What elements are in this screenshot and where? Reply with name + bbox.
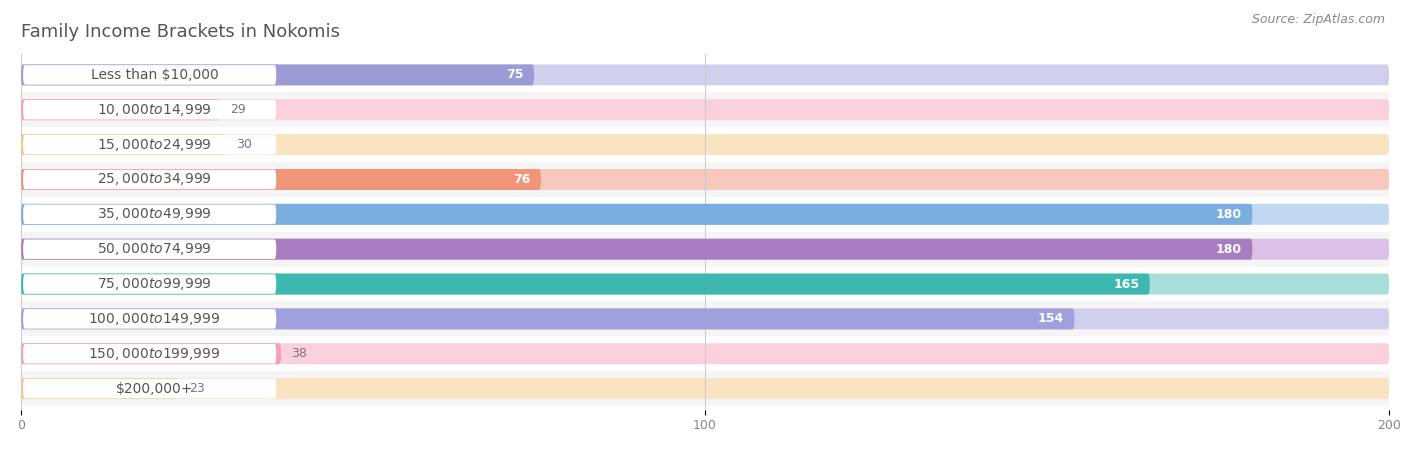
Bar xyxy=(21,302,1389,336)
Bar xyxy=(21,232,1389,266)
Text: 29: 29 xyxy=(229,103,246,116)
FancyBboxPatch shape xyxy=(21,378,179,399)
FancyBboxPatch shape xyxy=(22,205,276,224)
FancyBboxPatch shape xyxy=(21,99,219,120)
FancyBboxPatch shape xyxy=(21,134,226,155)
FancyBboxPatch shape xyxy=(21,308,1389,329)
Text: 180: 180 xyxy=(1216,208,1241,221)
FancyBboxPatch shape xyxy=(21,99,1389,120)
Text: 75: 75 xyxy=(506,68,524,81)
FancyBboxPatch shape xyxy=(22,274,276,294)
FancyBboxPatch shape xyxy=(21,238,1253,260)
Text: $10,000 to $14,999: $10,000 to $14,999 xyxy=(97,102,212,118)
Text: Source: ZipAtlas.com: Source: ZipAtlas.com xyxy=(1251,14,1385,27)
Bar xyxy=(21,197,1389,232)
Bar xyxy=(21,266,1389,302)
Text: 23: 23 xyxy=(188,382,204,395)
Text: 30: 30 xyxy=(236,138,253,151)
FancyBboxPatch shape xyxy=(21,378,1389,399)
Bar xyxy=(21,92,1389,127)
FancyBboxPatch shape xyxy=(21,134,1389,155)
FancyBboxPatch shape xyxy=(21,274,1389,294)
Text: 180: 180 xyxy=(1216,243,1241,256)
Text: 165: 165 xyxy=(1114,278,1139,291)
FancyBboxPatch shape xyxy=(21,274,1150,294)
Bar xyxy=(21,58,1389,92)
FancyBboxPatch shape xyxy=(21,169,1389,190)
Bar xyxy=(21,162,1389,197)
Text: $25,000 to $34,999: $25,000 to $34,999 xyxy=(97,171,212,188)
FancyBboxPatch shape xyxy=(22,65,276,85)
FancyBboxPatch shape xyxy=(21,238,1389,260)
FancyBboxPatch shape xyxy=(22,379,276,398)
FancyBboxPatch shape xyxy=(21,308,1074,329)
Bar xyxy=(21,371,1389,406)
Text: $15,000 to $24,999: $15,000 to $24,999 xyxy=(97,137,212,153)
FancyBboxPatch shape xyxy=(21,169,541,190)
Text: $35,000 to $49,999: $35,000 to $49,999 xyxy=(97,206,212,222)
FancyBboxPatch shape xyxy=(21,343,281,364)
Bar xyxy=(21,336,1389,371)
FancyBboxPatch shape xyxy=(22,309,276,328)
FancyBboxPatch shape xyxy=(21,64,534,86)
FancyBboxPatch shape xyxy=(21,204,1253,225)
FancyBboxPatch shape xyxy=(22,170,276,189)
Text: $200,000+: $200,000+ xyxy=(115,382,193,396)
Text: Family Income Brackets in Nokomis: Family Income Brackets in Nokomis xyxy=(21,23,340,41)
FancyBboxPatch shape xyxy=(22,344,276,364)
FancyBboxPatch shape xyxy=(21,204,1389,225)
FancyBboxPatch shape xyxy=(21,64,1389,86)
FancyBboxPatch shape xyxy=(22,239,276,259)
Text: 154: 154 xyxy=(1038,312,1064,325)
FancyBboxPatch shape xyxy=(21,343,1389,364)
Text: 76: 76 xyxy=(513,173,530,186)
Text: $75,000 to $99,999: $75,000 to $99,999 xyxy=(97,276,212,292)
Bar xyxy=(21,127,1389,162)
FancyBboxPatch shape xyxy=(22,135,276,154)
Text: 38: 38 xyxy=(291,347,307,360)
Text: $150,000 to $199,999: $150,000 to $199,999 xyxy=(89,346,221,362)
Text: $50,000 to $74,999: $50,000 to $74,999 xyxy=(97,241,212,257)
Text: Less than $10,000: Less than $10,000 xyxy=(90,68,218,82)
FancyBboxPatch shape xyxy=(22,100,276,120)
Text: $100,000 to $149,999: $100,000 to $149,999 xyxy=(89,311,221,327)
